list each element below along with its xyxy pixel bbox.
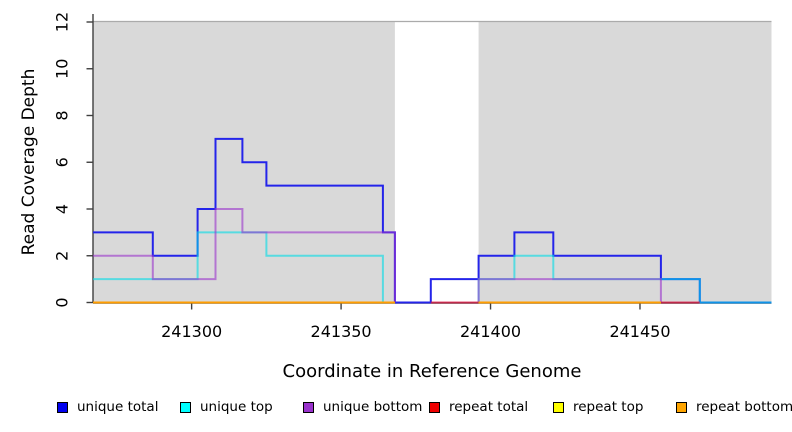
x-tick-label: 241300 bbox=[161, 322, 222, 341]
legend-swatch-repeat-top bbox=[553, 401, 564, 413]
legend-item-unique-top: unique top bbox=[180, 397, 273, 417]
legend-label: repeat bottom bbox=[696, 399, 792, 415]
legend-label: unique top bbox=[200, 399, 273, 415]
legend-swatch-repeat-bottom bbox=[676, 401, 687, 413]
y-tick-label: 12 bbox=[53, 12, 72, 32]
legend-label: unique bottom bbox=[323, 399, 423, 415]
legend-item-repeat-bottom: repeat bottom bbox=[676, 397, 792, 417]
x-tick-label: 241400 bbox=[460, 322, 521, 341]
y-tick-label: 4 bbox=[53, 204, 72, 214]
legend-swatch-unique-total bbox=[57, 401, 68, 413]
x-tick-label: 241450 bbox=[609, 322, 670, 341]
y-axis-title: Read Coverage Depth bbox=[19, 68, 39, 256]
legend-swatch-unique-bottom bbox=[303, 401, 314, 413]
legend-label: repeat total bbox=[449, 399, 529, 415]
legend-item-repeat-total: repeat total bbox=[429, 397, 528, 417]
legend-swatch-repeat-total bbox=[429, 401, 440, 413]
y-tick-label: 2 bbox=[53, 251, 72, 261]
series-unique-bottom bbox=[93, 208, 396, 303]
y-tick-label: 8 bbox=[53, 110, 72, 120]
y-tick-label: 6 bbox=[53, 157, 72, 167]
x-axis-title: Coordinate in Reference Genome bbox=[282, 361, 582, 382]
y-tick-label: 10 bbox=[53, 59, 72, 79]
legend-item-unique-total: unique total bbox=[57, 397, 158, 417]
legend-item-unique-bottom: unique bottom bbox=[303, 397, 422, 417]
y-tick-label: 0 bbox=[53, 297, 72, 307]
x-tick-label: 241350 bbox=[311, 322, 372, 341]
legend-item-repeat-top: repeat top bbox=[553, 397, 643, 417]
series-unique-bottom bbox=[477, 278, 662, 303]
legend-label: repeat top bbox=[573, 399, 644, 415]
legend-label: unique total bbox=[77, 399, 159, 415]
legend-swatch-unique-top bbox=[180, 401, 191, 413]
shaded-coverage-region bbox=[478, 22, 772, 303]
